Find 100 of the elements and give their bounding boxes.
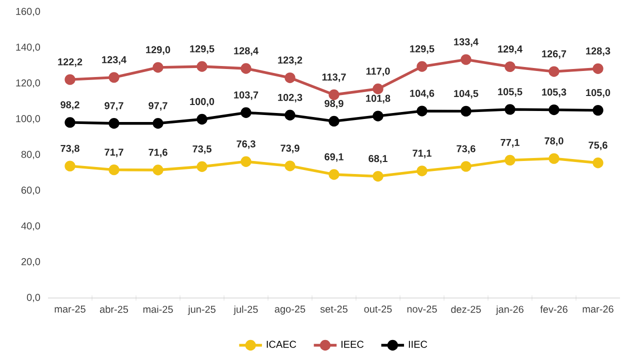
x-tick-label: fev-26	[540, 306, 568, 313]
point	[64, 117, 76, 128]
point	[108, 72, 120, 83]
data-label: 129,0	[146, 46, 170, 55]
point	[240, 156, 252, 167]
data-label: 129,4	[498, 45, 522, 54]
point	[196, 114, 208, 125]
y-tick-label: 0,0	[26, 294, 40, 302]
x-tick-label: ago-25	[274, 306, 306, 315]
point	[64, 74, 76, 85]
y-tick-label: 40,0	[21, 222, 40, 231]
x-tick-label: set-25	[320, 306, 348, 313]
legend-label: IEEC	[342, 340, 364, 348]
data-label: 97,7	[148, 102, 168, 111]
point	[504, 61, 516, 72]
point	[504, 154, 516, 166]
point	[460, 54, 472, 65]
legend-label: ICAEC	[266, 340, 296, 348]
x-tick-label: jul-25	[234, 306, 258, 315]
point	[328, 169, 340, 180]
data-label: 104,6	[410, 90, 434, 98]
x-tick-label: jun-25	[188, 306, 216, 315]
point	[548, 153, 560, 164]
data-label: 98,2	[60, 101, 80, 110]
point	[328, 89, 340, 100]
y-tick-label: 80,0	[21, 150, 40, 160]
point	[548, 66, 560, 77]
data-label: 100,0	[190, 98, 214, 106]
data-label: 71,7	[104, 148, 124, 158]
point	[196, 161, 208, 172]
point	[196, 61, 208, 72]
x-tick-label: abr-25	[100, 306, 128, 313]
point	[592, 104, 604, 116]
y-tick-label: 60,0	[21, 186, 40, 195]
data-label: 123,4	[102, 56, 126, 65]
data-label: 117,0	[366, 68, 390, 76]
data-label: 76,3	[236, 140, 256, 149]
point	[152, 62, 164, 73]
data-label: 73,9	[280, 144, 300, 154]
data-label: 123,2	[278, 56, 302, 66]
data-label: 73,5	[192, 145, 212, 154]
point	[284, 72, 296, 84]
point	[548, 104, 560, 116]
data-label: 77,1	[500, 138, 520, 148]
y-tick-label: 140,0	[16, 44, 40, 52]
point	[372, 83, 384, 94]
data-label: 98,9	[324, 100, 344, 108]
point	[64, 160, 76, 172]
point	[372, 110, 384, 122]
data-label: 97,7	[104, 102, 124, 111]
data-label: 133,4	[454, 38, 478, 47]
data-label: 102,3	[278, 94, 302, 102]
data-label: 126,7	[542, 50, 566, 59]
point	[416, 61, 428, 72]
point	[328, 116, 340, 127]
y-tick-label: 160,0	[16, 8, 40, 16]
data-label: 103,7	[234, 91, 258, 100]
x-tick-label: mar-26	[582, 306, 614, 313]
legend-label: IIEC	[408, 340, 428, 348]
x-tick-label: mai-25	[143, 306, 173, 313]
data-label: 122,2	[58, 58, 82, 67]
point	[108, 164, 120, 176]
data-label: 113,7	[322, 73, 346, 82]
data-label: 73,8	[60, 144, 80, 154]
point	[416, 166, 428, 176]
point	[108, 118, 120, 129]
x-tick-label: jan-26	[496, 306, 524, 315]
point	[592, 157, 604, 168]
data-label: 105,3	[542, 88, 566, 98]
point	[284, 110, 296, 120]
data-label: 105,0	[586, 89, 610, 98]
data-label: 128,3	[586, 47, 610, 56]
point	[504, 104, 516, 115]
point	[240, 107, 252, 118]
point	[416, 106, 428, 116]
data-label: 73,6	[456, 145, 476, 154]
data-label: 128,4	[234, 47, 258, 56]
data-label: 105,5	[498, 88, 522, 97]
point	[284, 160, 296, 172]
data-label: 78,0	[544, 137, 564, 146]
data-label: 75,6	[588, 142, 608, 150]
x-tick-label: nov-25	[407, 306, 437, 313]
point	[152, 118, 164, 129]
data-label: 68,1	[368, 154, 388, 164]
y-tick-label: 120,0	[16, 79, 40, 88]
data-label: 71,1	[412, 150, 432, 158]
x-tick-label: mar-25	[54, 306, 86, 313]
data-label: 104,5	[454, 90, 478, 98]
x-tick-label: dez-25	[451, 306, 481, 313]
data-label: 129,5	[190, 45, 214, 54]
point	[240, 63, 252, 74]
y-tick-label: 20,0	[21, 258, 40, 266]
point	[460, 161, 472, 172]
y-tick-label: 100,0	[16, 115, 40, 124]
point	[460, 106, 472, 116]
x-tick-label: out-25	[364, 306, 392, 313]
data-label: 129,5	[410, 45, 434, 54]
data-label: 71,6	[148, 148, 168, 158]
point	[152, 164, 164, 176]
point	[592, 63, 604, 74]
